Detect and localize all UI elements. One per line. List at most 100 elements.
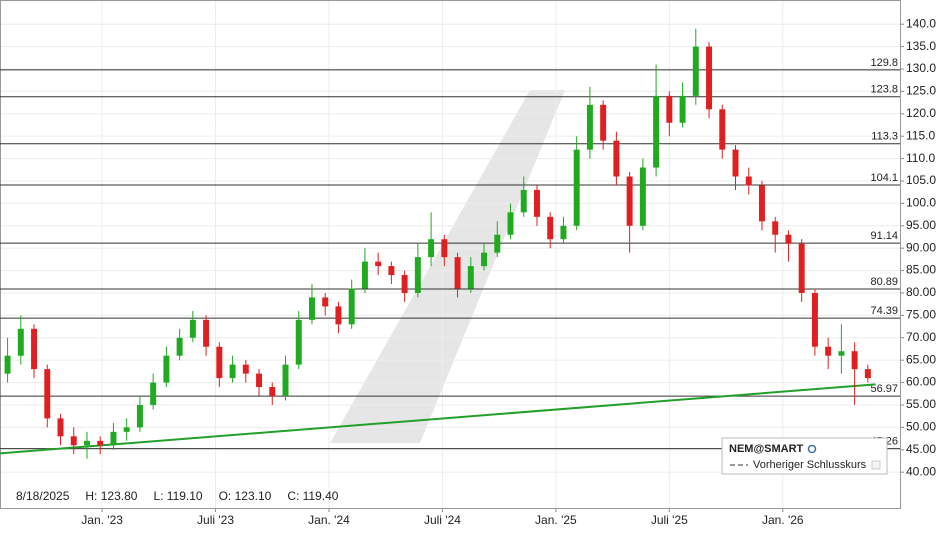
candle-body [282,364,289,397]
level-label: 80.89 [870,276,898,288]
candle-body [428,239,435,258]
candle-body [745,176,752,186]
candle-body [825,346,832,356]
candle-body [507,212,514,235]
y-tick-label: 105.0 [906,173,936,187]
candle-body [17,328,24,356]
candle-body [441,239,448,258]
y-tick-label: 140.0 [906,16,936,30]
candle-body [136,404,143,428]
candle-body [613,140,620,177]
candle-body [560,225,567,240]
y-tick-label: 40.00 [906,464,936,478]
candle-body [308,297,315,320]
x-tick-label: Juli '24 [424,513,461,527]
y-tick-label: 50.00 [906,420,936,434]
level-label: 113.3 [871,131,898,143]
candle-body [229,364,236,379]
candle-body [666,95,673,123]
candle-body [758,185,765,222]
x-tick-label: Jan. '24 [308,513,350,527]
candle-body [573,149,580,226]
level-label: 123.8 [870,84,898,96]
candle-body [322,297,329,307]
candle-body [851,351,858,370]
candle-body [44,369,51,419]
legend-symbol: NEM@SMART [729,443,804,455]
trendline [0,383,876,455]
candle-body [375,261,382,267]
candle-body [189,319,196,338]
y-tick-label: 130.0 [906,61,936,75]
readout-text: C: 119.40 [287,489,338,503]
candle-body [600,104,607,141]
x-tick-label: Juli '25 [651,513,688,527]
candle-body [732,149,739,177]
y-tick-label: 85.00 [906,263,936,277]
x-tick-label: Jan. '25 [535,513,577,527]
level-label: 104.1 [870,172,898,184]
candle-body [494,234,501,253]
y-tick-label: 75.00 [906,308,936,322]
y-tick-label: 100.0 [906,196,936,210]
candle-body [653,95,660,168]
candle-body [692,46,699,96]
y-tick-label: 135.0 [906,39,936,53]
candle-body [57,418,64,437]
candle-body [414,257,421,293]
candle-body [706,46,713,110]
candle-body [83,440,90,446]
candle-body [242,364,249,374]
legend-icon [807,444,817,454]
candle-body [269,387,276,397]
candle-body [679,95,686,123]
legend-box [721,437,888,475]
y-tick-label: 80.00 [906,285,936,299]
y-tick-label: 70.00 [906,330,936,344]
level-label: 56.97 [870,383,898,395]
candle-body [772,221,779,235]
candle-body [454,257,461,289]
candle-body [176,337,183,356]
candle-body [811,292,818,347]
y-tick-label: 60.00 [906,375,936,389]
y-tick-label: 45.00 [906,442,936,456]
candle-body [361,261,368,289]
readout-text: H: 123.80 [85,489,137,503]
candle-body [4,355,11,374]
candle-body [295,319,302,365]
candle-body [388,266,395,276]
y-tick-label: 65.00 [906,352,936,366]
x-tick-label: Jan. '26 [762,513,804,527]
candle-body [547,216,554,240]
legend-entry: Vorheriger Schlusskurs [753,459,867,471]
y-tick-label: 95.00 [906,218,936,232]
candle-body [467,266,474,289]
candle-body [586,104,593,150]
x-tick-label: Juli '23 [197,513,234,527]
y-tick-label: 55.00 [906,397,936,411]
level-label: 129.8 [870,57,898,69]
candle-body [97,440,104,446]
candle-body [626,176,633,226]
candle-body [838,351,845,356]
y-tick-label: 125.0 [906,84,936,98]
x-tick-label: Jan. '23 [81,513,123,527]
candle-body [150,382,157,405]
candle-body [216,346,223,379]
candle-body [785,234,792,244]
candle-body [719,109,726,150]
candle-body [864,369,871,379]
candle-body [123,427,130,432]
candle-body [639,167,646,226]
readout-text: L: 119.10 [153,489,202,503]
candle-body [520,189,527,213]
readout-text: 8/18/2025 [16,489,70,503]
y-tick-label: 115.0 [906,128,935,142]
y-tick-label: 90.00 [906,240,936,254]
level-label: 74.39 [870,305,898,317]
y-tick-label: 110.0 [906,151,935,165]
candle-body [163,355,170,383]
candle-body [31,328,38,370]
